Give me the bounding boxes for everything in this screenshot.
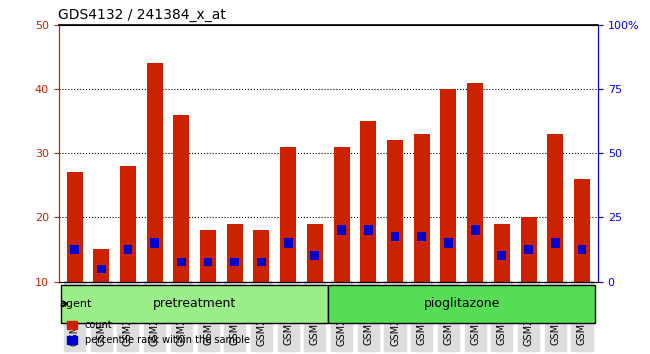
Bar	[497, 251, 506, 260]
Text: pretreatment: pretreatment	[153, 297, 237, 310]
Bar	[147, 63, 162, 281]
Bar	[70, 245, 79, 254]
Bar	[284, 238, 292, 248]
Bar	[203, 258, 213, 267]
Bar	[227, 224, 243, 281]
Bar	[417, 232, 426, 241]
Bar	[333, 147, 350, 281]
Bar	[413, 134, 430, 281]
Bar	[307, 224, 323, 281]
Bar	[444, 238, 453, 248]
Text: GDS4132 / 241384_x_at: GDS4132 / 241384_x_at	[58, 8, 226, 22]
Bar	[120, 166, 136, 281]
Bar	[337, 225, 346, 235]
Bar	[280, 147, 296, 281]
Bar	[364, 225, 372, 235]
Bar	[360, 121, 376, 281]
Bar	[230, 258, 239, 267]
Bar	[200, 230, 216, 281]
Text: agent: agent	[59, 299, 92, 309]
Bar	[311, 251, 319, 260]
Bar	[124, 245, 133, 254]
Bar	[93, 250, 109, 281]
Bar	[66, 172, 83, 281]
Bar	[574, 179, 590, 281]
Bar	[254, 230, 270, 281]
Bar	[471, 225, 480, 235]
Bar	[524, 245, 533, 254]
Bar	[97, 265, 106, 273]
Bar	[150, 238, 159, 248]
Bar	[521, 217, 536, 281]
FancyBboxPatch shape	[61, 285, 328, 324]
Bar	[551, 238, 560, 248]
Bar	[391, 232, 400, 241]
Bar	[174, 115, 189, 281]
Bar	[467, 82, 483, 281]
Bar	[387, 140, 403, 281]
Bar	[547, 134, 564, 281]
Bar	[494, 224, 510, 281]
Bar	[177, 258, 186, 267]
Bar	[578, 245, 586, 254]
Legend: count, percentile rank within the sample: count, percentile rank within the sample	[63, 316, 254, 349]
Bar	[257, 258, 266, 267]
Text: pioglitazone: pioglitazone	[424, 297, 500, 310]
Bar	[441, 89, 456, 281]
FancyBboxPatch shape	[328, 285, 595, 324]
